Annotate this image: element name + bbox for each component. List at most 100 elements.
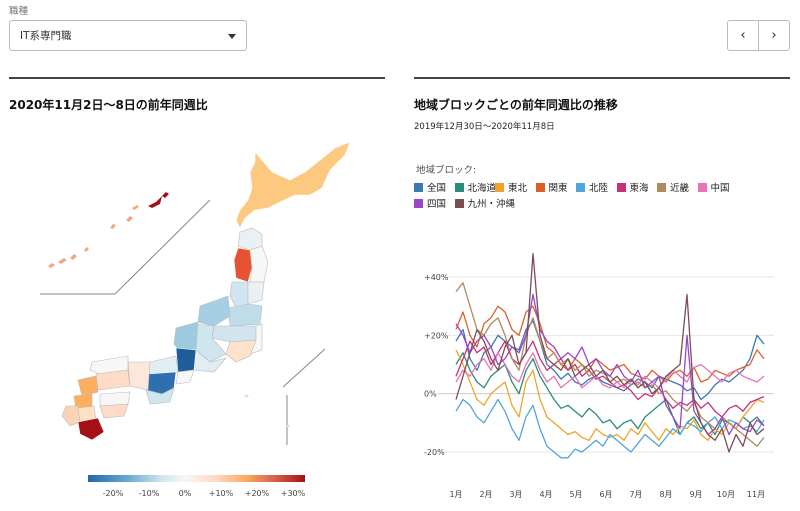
legend-label: 北海道 [467, 183, 497, 194]
x-tick-label: 8月 [659, 490, 672, 499]
prefecture-gifu[interactable] [175, 347, 197, 373]
chart-subtitle: 2019年12月30日〜2020年11月8日 [414, 122, 555, 132]
okinawa-islands [48, 205, 139, 268]
series-line [455, 398, 765, 459]
prefecture-hokkaido[interactable] [235, 141, 351, 229]
legend-label: 近畿 [670, 183, 690, 194]
series-line [455, 349, 765, 441]
x-axis-tick-labels: 1月 2月 3月 4月 5月 6月 7月 8月 9月 10月 11月 [449, 490, 765, 499]
legend-title: 地域ブロック: [416, 165, 477, 176]
legend-item[interactable]: 東北 [495, 180, 527, 194]
series-line [455, 253, 765, 453]
legend-item[interactable]: 四国 [414, 196, 446, 210]
legend-item[interactable]: 北陸 [576, 180, 608, 194]
legend-item[interactable]: 関東 [535, 180, 568, 194]
series-line [455, 305, 765, 383]
prefecture-iwate[interactable] [249, 245, 269, 283]
x-tick-label: 6月 [599, 490, 612, 499]
x-tick-label: 2月 [479, 490, 492, 499]
colorbar-tick-label: +10% [209, 489, 234, 498]
pager: ‹ › [727, 20, 790, 51]
legend-swatch [454, 198, 464, 208]
legend-label: 九州・沖縄 [467, 199, 516, 210]
line-chart: +40% +20% 0% -20% 1月 2月 3月 4月 5月 6月 7月 8月 9月 10月 11月 [424, 253, 774, 499]
occupation-filter-label: 職種 [9, 6, 29, 17]
colorbar-tick-label: -10% [139, 489, 160, 498]
prefecture-aomori[interactable] [237, 227, 263, 251]
prefecture-aichi[interactable] [175, 369, 195, 385]
prefecture-ibaraki[interactable] [249, 323, 263, 355]
legend-item[interactable]: 中国 [697, 180, 730, 194]
colorbar-tick-label: +30% [281, 489, 306, 498]
prefecture-kyushu-west[interactable] [61, 405, 81, 427]
map-inset-lines [40, 199, 326, 445]
prefecture-map [40, 141, 351, 445]
prefecture-yamaguchi[interactable] [77, 375, 99, 397]
legend-swatch [495, 182, 504, 192]
right-panel-rule [414, 77, 790, 79]
map-colorbar: -20% -10% 0% +10% +20% +30% [88, 475, 306, 498]
legend-swatch [414, 198, 423, 208]
legend-label: 東北 [508, 183, 528, 194]
legend-label: 東海 [629, 183, 649, 194]
x-tick-label: 1月 [449, 490, 462, 499]
y-tick-label: 0% [424, 390, 437, 399]
okinawa-inset-line [40, 199, 211, 295]
x-tick-label: 10月 [717, 490, 735, 499]
legend-swatch [616, 182, 626, 192]
occupation-select[interactable]: IT系専門職 [9, 20, 247, 51]
prefecture-shikoku-south[interactable] [99, 403, 129, 419]
ogasawara-islands [244, 394, 290, 428]
y-tick-label: +20% [424, 331, 449, 340]
pager-divider [758, 21, 759, 50]
ogasawara-inset-line-1 [282, 348, 326, 388]
legend-label: 四国 [427, 199, 447, 210]
legend-swatch [697, 182, 707, 192]
legend-item[interactable]: 東海 [616, 180, 649, 194]
prefecture-niigata[interactable] [197, 295, 231, 327]
legend-item[interactable]: 北海道 [454, 180, 497, 194]
legend-swatch [535, 182, 545, 192]
series-line [455, 293, 765, 436]
y-tick-label: -20% [424, 448, 445, 457]
prefecture-miyagi[interactable] [247, 281, 265, 305]
legend-swatch [657, 182, 666, 192]
hokkaido-islands [148, 192, 169, 208]
legend-swatch [454, 182, 464, 192]
prefecture-tochigi-gunma[interactable] [211, 325, 259, 343]
map-title: 2020年11月2日〜8日の前年同週比 [9, 98, 208, 112]
series-line [455, 352, 765, 389]
legend-item[interactable]: 近畿 [657, 180, 689, 194]
colorbar-tick-labels: -20% -10% 0% +10% +20% +30% [103, 489, 306, 498]
chevron-down-icon [228, 34, 236, 39]
y-axis-tick-labels: +40% +20% 0% -20% [424, 273, 449, 457]
chart-title: 地域ブロックごとの前年同週比の推移 [414, 98, 618, 112]
left-panel-rule [9, 77, 385, 79]
x-tick-label: 9月 [689, 490, 702, 499]
prefecture-hyogo[interactable] [127, 361, 151, 391]
prefecture-kagoshima-miyazaki[interactable] [77, 417, 105, 441]
legend-label: 北陸 [589, 183, 609, 194]
x-tick-label: 7月 [629, 490, 642, 499]
prefecture-wakayama-mie[interactable] [145, 387, 175, 405]
prev-button[interactable]: ‹ [728, 21, 758, 50]
x-tick-label: 4月 [539, 490, 552, 499]
prefecture-yamagata[interactable] [229, 281, 249, 309]
chart-grid [438, 276, 774, 453]
occupation-select-value: IT系専門職 [20, 30, 72, 42]
x-tick-label: 3月 [509, 490, 522, 499]
colorbar-gradient [88, 475, 305, 482]
colorbar-tick-label: -20% [103, 489, 124, 498]
x-tick-label: 11月 [747, 490, 765, 499]
legend-label: 関東 [548, 183, 568, 194]
chart-series-lines [455, 253, 765, 459]
x-tick-label: 5月 [569, 490, 582, 499]
prefecture-akita[interactable] [233, 247, 253, 283]
next-button[interactable]: › [759, 21, 789, 50]
prefecture-tokyo-area[interactable] [225, 339, 257, 363]
y-tick-label: +40% [424, 273, 449, 282]
prefecture-fukushima[interactable] [227, 303, 263, 327]
colorbar-tick-label: +20% [245, 489, 270, 498]
legend-item[interactable]: 全国 [414, 180, 446, 194]
legend-item[interactable]: 九州・沖縄 [454, 196, 516, 210]
